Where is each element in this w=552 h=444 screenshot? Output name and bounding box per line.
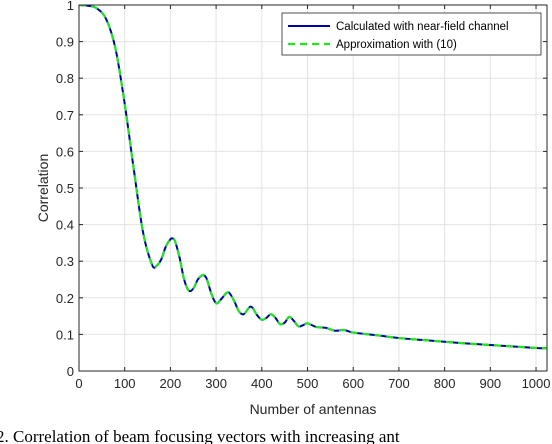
- y-tick-label: 0.9: [56, 35, 74, 50]
- legend: Calculated with near-field channel Appro…: [281, 12, 542, 56]
- x-tick-label: 700: [388, 376, 410, 391]
- y-tick-labels: 0 0.1 0.2 0.3 0.4 0.5 0.6 0.7 0.8 0.9 1: [56, 0, 74, 379]
- x-tick-label: 900: [479, 376, 501, 391]
- x-tick-label: 500: [297, 376, 319, 391]
- y-tick-label: 1: [67, 0, 74, 13]
- x-axis-label: Number of antennas: [250, 401, 377, 417]
- x-tick-label: 400: [251, 376, 273, 391]
- x-tick-labels: 0 100 200 300 400 500 600 700 800 900 1000: [75, 376, 550, 391]
- ticks: [78, 4, 547, 372]
- x-tick-label: 0: [75, 376, 82, 391]
- x-tick-label: 600: [342, 376, 364, 391]
- y-tick-label: 0: [67, 364, 74, 379]
- x-tick-label: 300: [205, 376, 227, 391]
- y-tick-label: 0.1: [56, 327, 74, 342]
- legend-label-approximation: Approximation with (10): [336, 39, 457, 51]
- y-tick-label: 0.3: [56, 254, 74, 269]
- y-tick-label: 0.4: [56, 218, 74, 233]
- x-tick-label: 100: [114, 376, 136, 391]
- approximation-series-line: [79, 5, 547, 350]
- x-tick-label: 1000: [522, 376, 551, 391]
- y-axis-label: Correlation: [35, 154, 51, 222]
- x-tick-label: 200: [160, 376, 182, 391]
- series-layer: [79, 5, 547, 350]
- legend-box: [281, 12, 542, 56]
- y-tick-label: 0.6: [56, 144, 74, 159]
- y-tick-label: 0.5: [56, 181, 74, 196]
- y-tick-label: 0.8: [56, 71, 74, 86]
- y-tick-label: 0.2: [56, 291, 74, 306]
- x-tick-label: 800: [434, 376, 456, 391]
- y-tick-label: 0.7: [56, 108, 74, 123]
- legend-label-calculated: Calculated with near-field channel: [336, 21, 509, 33]
- figure-caption: 2. Correlation of beam focusing vectors …: [0, 427, 400, 444]
